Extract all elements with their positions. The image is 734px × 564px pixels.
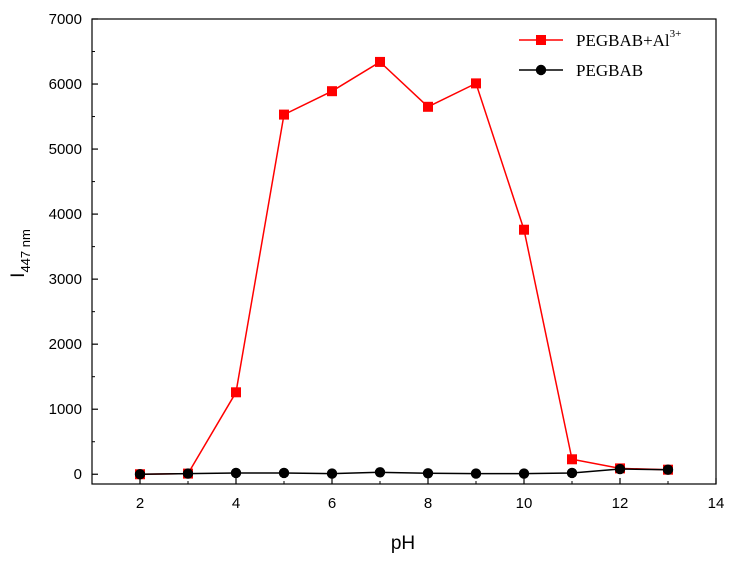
data-point xyxy=(519,224,529,235)
x-tick-label: 6 xyxy=(328,495,336,512)
data-point xyxy=(326,468,338,479)
data-point xyxy=(134,469,146,480)
x-tick-label: 12 xyxy=(612,495,629,512)
series-line xyxy=(139,60,669,475)
data-point xyxy=(374,467,386,478)
data-point xyxy=(614,463,626,475)
x-tick-label: 2 xyxy=(136,495,144,512)
legend-label-main: PEGBAB xyxy=(576,61,643,80)
legend-marker xyxy=(536,35,546,45)
x-tick-label: 8 xyxy=(424,495,432,512)
y-tick-label: 4000 xyxy=(49,206,82,223)
y-tick-label: 0 xyxy=(74,466,82,483)
data-point xyxy=(279,109,289,120)
data-point xyxy=(518,468,530,479)
y-axis-label-subscript: 447 nm xyxy=(18,229,33,272)
legend-marker xyxy=(535,64,547,76)
data-point xyxy=(471,78,481,89)
data-point xyxy=(662,464,674,475)
x-axis-label: pH xyxy=(391,533,415,554)
x-tick-label: 10 xyxy=(516,495,533,512)
y-tick-label: 2000 xyxy=(49,336,82,353)
data-point xyxy=(423,101,433,112)
y-tick-label: 5000 xyxy=(49,141,82,158)
x-tick-label: 4 xyxy=(232,495,240,512)
data-point xyxy=(230,467,242,479)
y-axis-label-main: I xyxy=(8,273,29,278)
y-tick-label: 7000 xyxy=(49,11,82,28)
data-point xyxy=(182,468,194,479)
legend-label: PEGBAB xyxy=(576,61,643,80)
y-axis-label: I447 nm xyxy=(8,229,33,278)
legend-label-main: PEGBAB+Al xyxy=(576,31,670,50)
data-point xyxy=(231,387,241,398)
data-point xyxy=(422,468,434,479)
x-tick-label: 14 xyxy=(708,495,725,512)
y-tick-label: 3000 xyxy=(49,271,82,288)
y-tick-label: 6000 xyxy=(49,76,82,93)
series-line xyxy=(139,468,669,475)
legend-label: PEGBAB+Al3+ xyxy=(576,28,681,50)
data-point xyxy=(278,467,290,479)
legend-label-superscript: 3+ xyxy=(670,28,682,40)
data-point xyxy=(567,454,577,465)
data-point xyxy=(566,467,578,479)
data-point xyxy=(375,56,385,67)
plot-frame xyxy=(91,18,717,485)
y-tick-label: 1000 xyxy=(49,401,82,418)
data-point xyxy=(470,468,482,479)
data-point xyxy=(327,86,337,97)
